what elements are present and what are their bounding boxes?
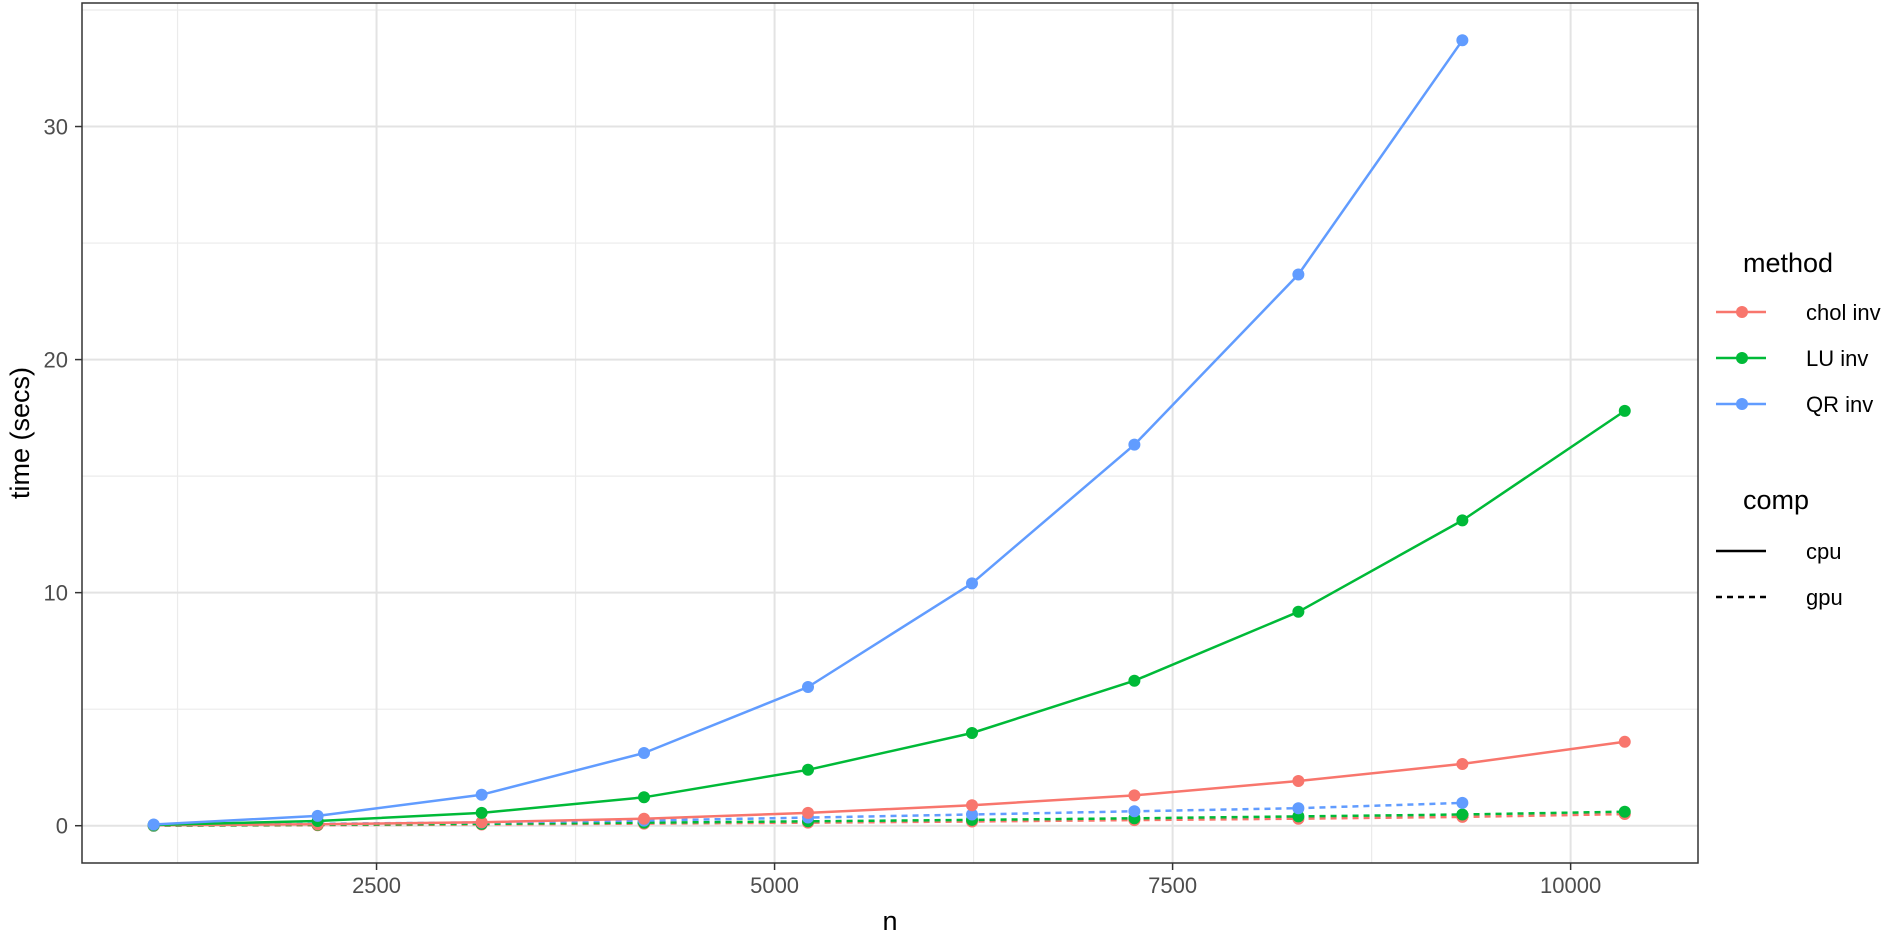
data-point bbox=[965, 577, 978, 590]
data-point bbox=[802, 681, 815, 694]
x-axis-title: n bbox=[882, 906, 897, 935]
y-tick-label: 30 bbox=[44, 115, 68, 140]
y-axis: 0 10 20 30 bbox=[44, 115, 82, 839]
data-point bbox=[475, 816, 488, 829]
data-point bbox=[1456, 796, 1469, 809]
legend-key-point bbox=[1736, 306, 1748, 318]
data-point bbox=[802, 806, 815, 819]
legend-title-comp: comp bbox=[1743, 485, 1809, 515]
data-point bbox=[802, 763, 815, 776]
data-point bbox=[1456, 808, 1469, 821]
y-axis-title: time (secs) bbox=[5, 367, 35, 499]
x-tick-label: 2500 bbox=[352, 873, 401, 898]
series-line bbox=[153, 740, 1625, 827]
legend-item: cpu bbox=[1716, 539, 1841, 564]
data-point bbox=[1456, 34, 1469, 47]
data-point bbox=[1128, 805, 1141, 818]
data-point bbox=[1456, 757, 1469, 770]
grid-minor bbox=[82, 3, 1698, 863]
x-tick-label: 10000 bbox=[1540, 873, 1601, 898]
data-point bbox=[1292, 268, 1305, 281]
legend-item: QR inv bbox=[1716, 392, 1873, 417]
legend-label: gpu bbox=[1806, 585, 1843, 610]
legend-key-point bbox=[1736, 398, 1748, 410]
legend-title-method: method bbox=[1743, 248, 1833, 278]
data-point bbox=[1618, 735, 1631, 748]
data-point bbox=[1128, 438, 1141, 451]
data-point bbox=[638, 812, 651, 825]
legend-label: chol inv bbox=[1806, 300, 1881, 325]
legend-item: gpu bbox=[1716, 585, 1843, 610]
data-point bbox=[475, 806, 488, 819]
x-tick-label: 5000 bbox=[750, 873, 799, 898]
series-layer bbox=[147, 34, 1631, 832]
data-point bbox=[475, 788, 488, 801]
data-point bbox=[147, 818, 160, 831]
data-point bbox=[965, 726, 978, 739]
data-point bbox=[1618, 805, 1631, 818]
data-point bbox=[1128, 789, 1141, 802]
x-axis: 2500 5000 7500 10000 bbox=[352, 863, 1601, 898]
panel-border bbox=[81, 2, 1699, 864]
data-point bbox=[311, 809, 324, 822]
legend-label: cpu bbox=[1806, 539, 1841, 564]
y-tick-label: 0 bbox=[56, 814, 68, 839]
series-qr-inv-cpu bbox=[147, 34, 1469, 831]
legend-label: LU inv bbox=[1806, 346, 1868, 371]
grid-major bbox=[82, 3, 1698, 863]
data-point bbox=[1292, 802, 1305, 815]
data-point bbox=[1292, 774, 1305, 787]
data-point bbox=[1292, 605, 1305, 618]
panel-background bbox=[82, 3, 1698, 863]
data-point bbox=[1128, 674, 1141, 687]
legend-item: chol inv bbox=[1716, 300, 1881, 325]
legend-label: QR inv bbox=[1806, 392, 1873, 417]
y-tick-label: 10 bbox=[44, 581, 68, 606]
legend-key-point bbox=[1736, 352, 1748, 364]
x-tick-label: 7500 bbox=[1148, 873, 1197, 898]
data-point bbox=[1456, 514, 1469, 527]
data-point bbox=[1618, 404, 1631, 417]
series-line bbox=[153, 409, 1626, 827]
data-point bbox=[638, 746, 651, 759]
legend-item: LU inv bbox=[1716, 346, 1868, 371]
legend: method chol inv LU inv QR inv comp cpu gpu bbox=[1716, 248, 1881, 610]
data-point bbox=[638, 791, 651, 804]
data-point bbox=[965, 799, 978, 812]
y-tick-label: 20 bbox=[44, 348, 68, 373]
data-point bbox=[965, 808, 978, 821]
